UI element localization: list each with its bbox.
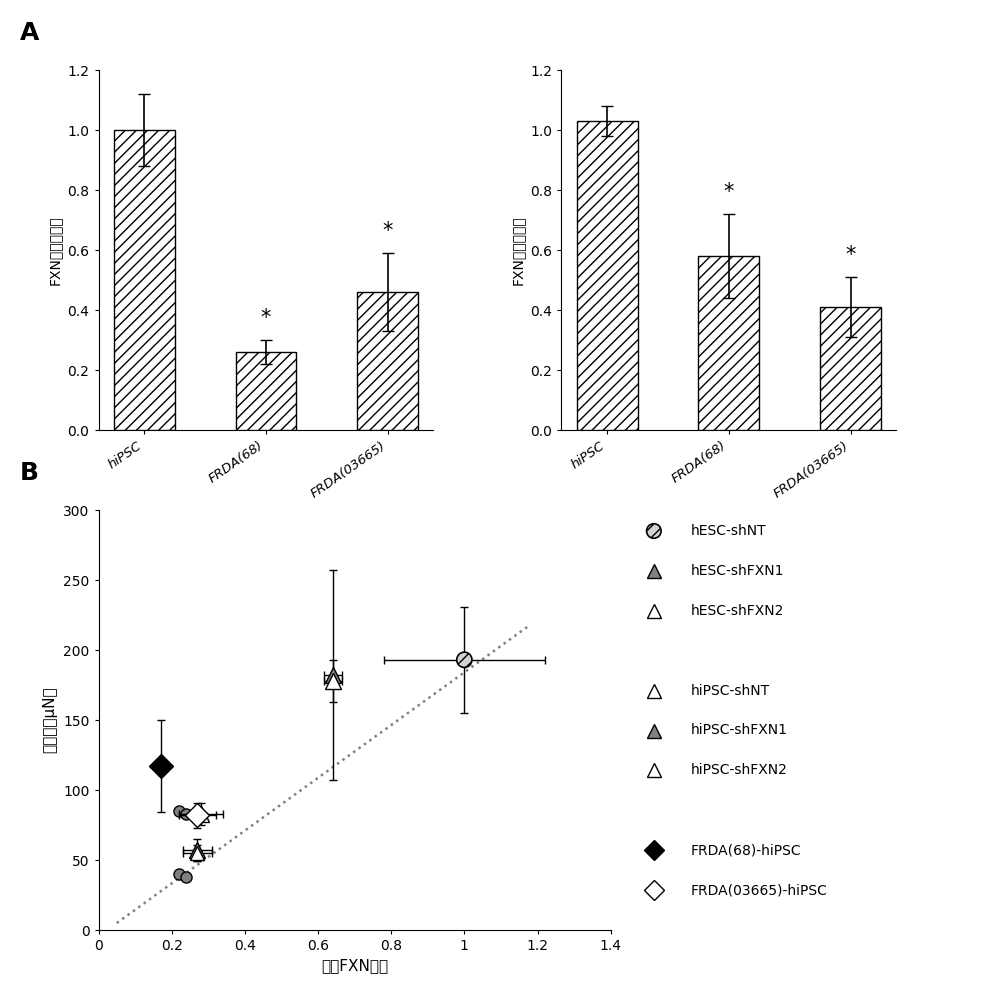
Text: hESC-shFXN2: hESC-shFXN2 [690,604,784,618]
Y-axis label: FXN蛋白质表达: FXN蛋白质表达 [511,215,525,285]
Text: B: B [20,461,38,485]
X-axis label: 相对FXN表达: 相对FXN表达 [321,959,388,974]
Text: hiPSC-shFXN2: hiPSC-shFXN2 [690,763,788,777]
Y-axis label: FXN转录本表达: FXN转录本表达 [48,215,62,285]
Text: hESC-shNT: hESC-shNT [690,524,766,538]
Text: hiPSC-shNT: hiPSC-shNT [690,684,770,698]
Point [646,523,662,539]
Point [456,652,472,668]
Text: *: * [724,182,734,202]
Bar [698,256,759,430]
Text: hiPSC-shFXN1: hiPSC-shFXN1 [690,724,788,738]
Bar [235,352,296,430]
Bar [576,121,637,430]
Text: A: A [20,21,39,45]
Bar [821,307,882,430]
Bar [358,292,419,430]
Text: FRDA(68)-hiPSC: FRDA(68)-hiPSC [690,843,802,857]
Text: *: * [845,245,856,265]
Text: *: * [382,221,393,241]
Text: FRDA(03665)-hiPSC: FRDA(03665)-hiPSC [690,883,827,897]
Y-axis label: 发展力（μN）: 发展力（μN） [42,687,57,753]
Text: hESC-shFXN1: hESC-shFXN1 [690,564,784,578]
Text: *: * [261,308,271,328]
Bar [113,130,174,430]
